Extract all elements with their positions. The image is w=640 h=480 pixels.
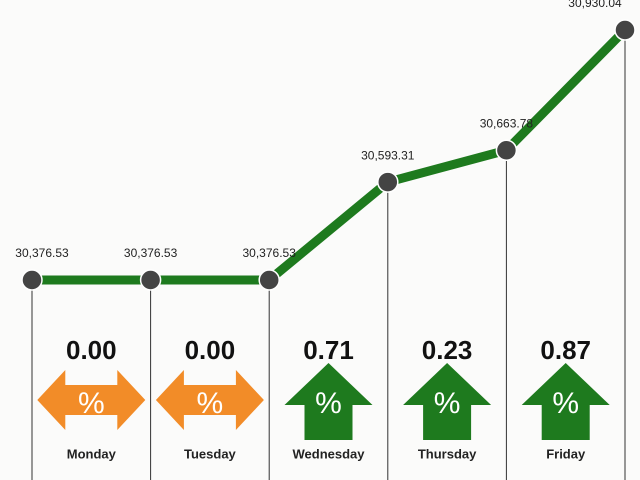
- day-label: Tuesday: [184, 446, 237, 461]
- value-label: 30,376.53: [124, 246, 178, 260]
- value-label: 30,376.53: [243, 246, 297, 260]
- day-label: Friday: [546, 446, 586, 461]
- point: [258, 269, 280, 291]
- day-label: Monday: [67, 446, 117, 461]
- day-label: Thursday: [418, 446, 477, 461]
- value-label: 30,593.31: [361, 148, 415, 162]
- point: [139, 269, 162, 291]
- change-label: 0.00: [185, 335, 236, 365]
- point: [377, 171, 399, 193]
- flat-arrow: [155, 370, 264, 430]
- point: [21, 269, 43, 291]
- value-label: 30,930.04: [568, 0, 622, 10]
- percent-symbol: %: [197, 387, 224, 420]
- percent-symbol: %: [434, 387, 461, 420]
- up-arrow: [521, 363, 610, 440]
- percent-symbol: %: [552, 387, 579, 420]
- percent-symbol: %: [315, 387, 342, 420]
- point: [614, 19, 636, 41]
- day-label: Wednesday: [292, 446, 365, 461]
- point: [495, 139, 518, 162]
- value-label: 30,663.78: [480, 116, 534, 130]
- value-label: 30,376.53: [15, 246, 69, 260]
- flat-arrow: [37, 370, 146, 430]
- index-line: [32, 26, 629, 285]
- up-arrow: [403, 363, 492, 440]
- percent-symbol: %: [78, 387, 105, 420]
- change-label: 0.87: [540, 335, 591, 365]
- change-label: 0.00: [66, 335, 117, 365]
- change-label: 0.23: [422, 335, 473, 365]
- change-label: 0.71: [303, 335, 354, 365]
- up-arrow: [284, 363, 373, 440]
